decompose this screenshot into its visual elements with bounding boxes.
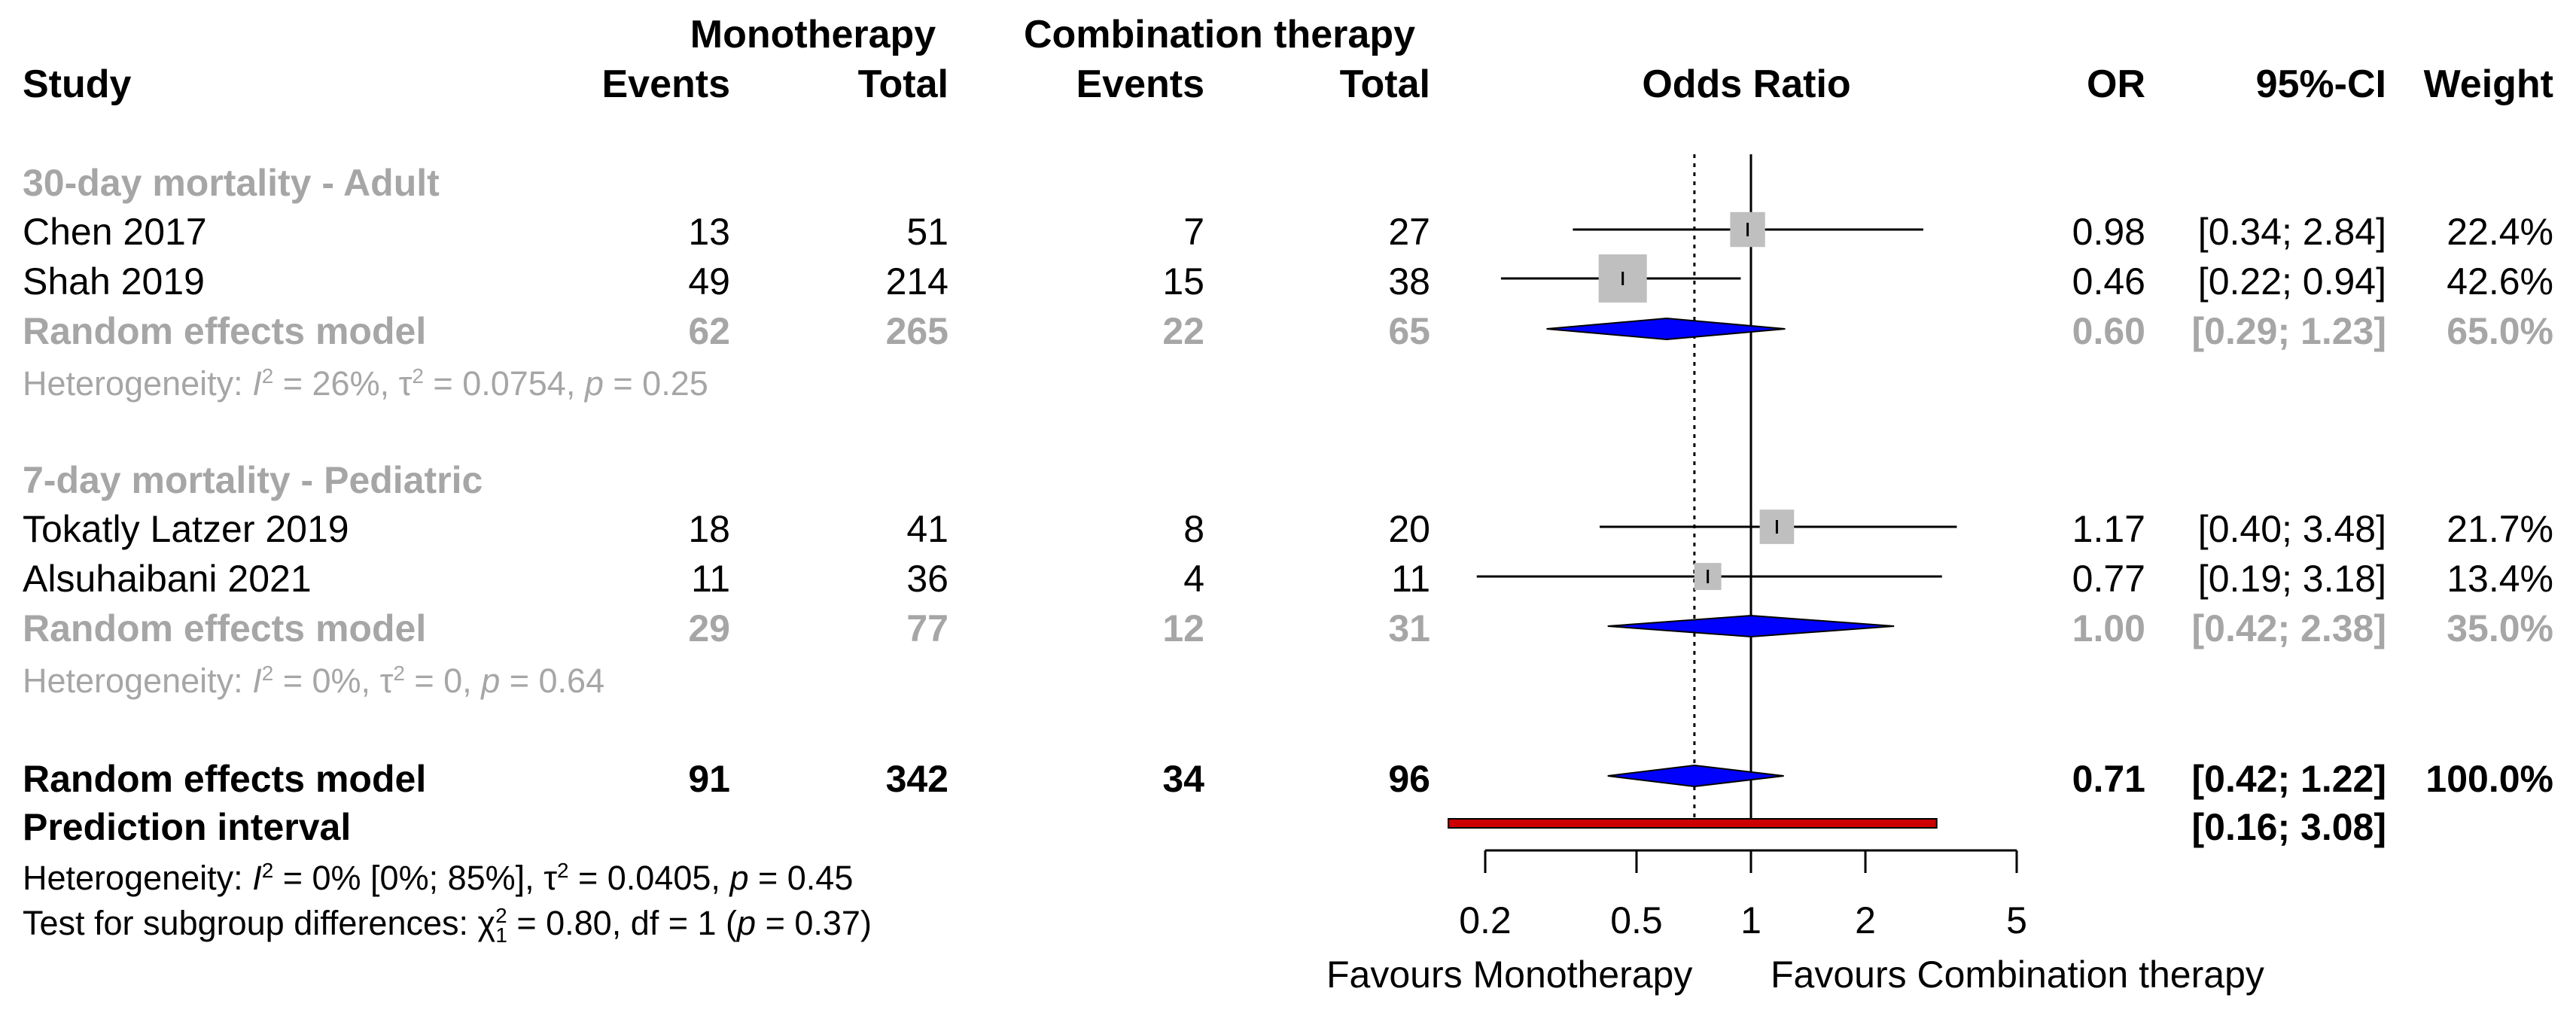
- or-header: OR: [2087, 62, 2145, 106]
- weight-value: 35.0%: [2447, 607, 2553, 649]
- pooled-effect-diamond: [1607, 614, 1895, 638]
- odds-ratio-value: 1.17: [2072, 508, 2145, 550]
- pooled-effect-diamond: [1607, 764, 1784, 788]
- odds-ratio-value: 1.00: [2072, 607, 2145, 649]
- ci-header: 95%-CI: [2255, 62, 2386, 106]
- mono-total: 51: [906, 211, 948, 253]
- mono-total-header: Total: [857, 62, 948, 106]
- combo-events: 12: [1162, 607, 1204, 649]
- combo-total: 96: [1388, 758, 1430, 800]
- weight-header: Weight: [2423, 62, 2553, 106]
- combo-events: 22: [1162, 310, 1204, 352]
- confidence-interval: [0.29; 1.23]: [2191, 310, 2386, 352]
- odds-ratio-value: 0.46: [2072, 260, 2145, 303]
- mono-events: 11: [691, 558, 730, 600]
- mono-events-header: Events: [601, 62, 730, 106]
- mono-events: 49: [688, 260, 730, 303]
- mono-total: 77: [906, 607, 948, 649]
- overall-heterogeneity-text: Heterogeneity: I2 = 0% [0%; 85%], τ2 = 0…: [23, 859, 854, 897]
- weight-value: 42.6%: [2447, 260, 2553, 303]
- combo-events: 15: [1162, 260, 1204, 303]
- confidence-interval: [0.34; 2.84]: [2197, 211, 2386, 253]
- confidence-interval: [0.42; 1.22]: [2191, 758, 2386, 800]
- mono-events: 62: [688, 310, 730, 352]
- combo-events: 4: [1183, 558, 1204, 600]
- model-label: Random effects model: [23, 310, 427, 352]
- odds-ratio-header: Odds Ratio: [1642, 62, 1851, 106]
- combo-total-header: Total: [1339, 62, 1430, 106]
- combo-total: 38: [1388, 260, 1430, 303]
- confidence-interval: [0.22; 0.94]: [2197, 260, 2386, 303]
- weight-value: 13.4%: [2447, 558, 2553, 600]
- mono-total: 36: [906, 558, 948, 600]
- subgroup-title: 7-day mortality - Pediatric: [23, 459, 483, 501]
- model-label: Random effects model: [23, 758, 427, 800]
- subgroup-differences-text: Test for subgroup differences: χ21 = 0.8…: [23, 904, 872, 947]
- odds-ratio-value: 0.77: [2072, 558, 2145, 600]
- mono-total: 214: [885, 260, 948, 303]
- weight-value: 65.0%: [2447, 310, 2553, 352]
- mono-events: 13: [688, 211, 730, 253]
- favours-combination-label: Favours Combination therapy: [1771, 954, 2264, 996]
- study-header: Study: [23, 62, 132, 106]
- study-name: Chen 2017: [23, 211, 207, 253]
- x-axis-tick-label: 0.5: [1610, 899, 1663, 941]
- pooled-effect-diamond: [1546, 317, 1786, 341]
- confidence-interval: [0.40; 3.48]: [2197, 508, 2386, 550]
- study-name: Tokatly Latzer 2019: [23, 508, 349, 550]
- monotherapy-group-header: Monotherapy: [690, 13, 936, 56]
- prediction-interval-bar: [1448, 818, 1938, 829]
- odds-ratio-value: 0.98: [2072, 211, 2145, 253]
- mono-total: 265: [885, 310, 948, 352]
- combo-total: 27: [1388, 211, 1430, 253]
- x-axis-tick-label: 2: [1855, 899, 1876, 941]
- combo-total: 31: [1388, 607, 1430, 649]
- study-name: Alsuhaibani 2021: [23, 558, 312, 600]
- odds-ratio-value: 0.60: [2072, 310, 2145, 352]
- heterogeneity-text: Heterogeneity: I2 = 26%, τ2 = 0.0754, p …: [23, 364, 708, 403]
- mono-events: 18: [688, 508, 730, 550]
- prediction-interval-ci: [0.16; 3.08]: [2191, 806, 2386, 848]
- model-label: Random effects model: [23, 607, 427, 649]
- combo-events-header: Events: [1076, 62, 1204, 106]
- x-axis-tick-label: 0.2: [1459, 899, 1512, 941]
- combo-total: 11: [1391, 558, 1430, 600]
- heterogeneity-text: Heterogeneity: I2 = 0%, τ2 = 0, p = 0.64: [23, 662, 605, 700]
- favours-monotherapy-label: Favours Monotherapy: [1326, 954, 1693, 996]
- mono-events: 91: [688, 758, 730, 800]
- combo-events: 34: [1162, 758, 1204, 800]
- x-axis-tick-label: 5: [2006, 899, 2027, 941]
- combination-group-header: Combination therapy: [1023, 13, 1416, 56]
- confidence-interval: [0.42; 2.38]: [2191, 607, 2386, 649]
- x-axis-tick-label: 1: [1740, 899, 1761, 941]
- odds-ratio-value: 0.71: [2072, 758, 2145, 800]
- weight-value: 22.4%: [2447, 211, 2553, 253]
- subgroup-title: 30-day mortality - Adult: [23, 162, 440, 204]
- prediction-interval-label: Prediction interval: [23, 806, 352, 848]
- mono-total: 342: [885, 758, 948, 800]
- combo-events: 7: [1183, 211, 1204, 253]
- weight-value: 100.0%: [2425, 758, 2553, 800]
- combo-events: 8: [1183, 508, 1204, 550]
- mono-events: 29: [688, 607, 730, 649]
- weight-value: 21.7%: [2447, 508, 2553, 550]
- mono-total: 41: [906, 508, 948, 550]
- combo-total: 20: [1388, 508, 1430, 550]
- confidence-interval: [0.19; 3.18]: [2197, 558, 2386, 600]
- combo-total: 65: [1388, 310, 1430, 352]
- study-name: Shah 2019: [23, 260, 205, 303]
